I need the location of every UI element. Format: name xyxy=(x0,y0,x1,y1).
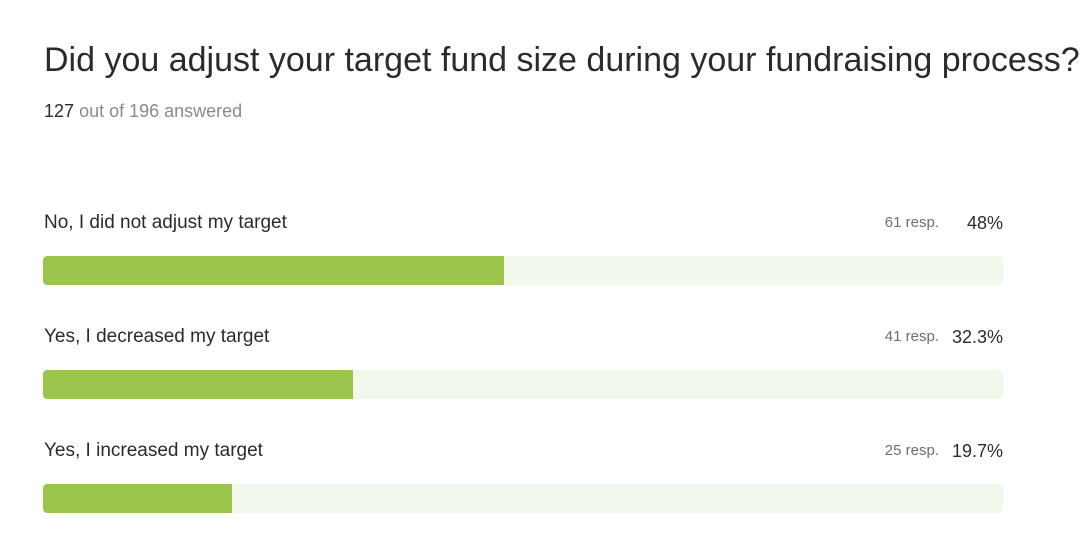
bar-track xyxy=(43,370,1003,399)
percentage-label: 48% xyxy=(966,213,1003,233)
result-row: Yes, I decreased my target 41 resp. 32.3… xyxy=(43,320,1003,434)
bar-fill xyxy=(43,256,504,285)
response-count: 61 resp. xyxy=(884,214,939,231)
answer-label: Yes, I decreased my target xyxy=(44,326,270,347)
answered-count: 127 out of 196 answered xyxy=(44,99,242,123)
bar-track xyxy=(43,484,1003,513)
response-count: 25 resp. xyxy=(884,442,939,459)
result-row: No, I did not adjust my target 61 resp. … xyxy=(43,206,1003,320)
percentage-label: 19.7% xyxy=(951,441,1003,461)
question-title: Did you adjust your target fund size dur… xyxy=(44,41,1080,79)
bar-fill xyxy=(43,484,233,513)
answered-suffix: out of 196 answered xyxy=(79,101,243,121)
answered-number: 127 xyxy=(44,101,75,121)
percentage-label: 32.3% xyxy=(951,327,1003,347)
answer-label: No, I did not adjust my target xyxy=(44,212,287,233)
results-chart: No, I did not adjust my target 61 resp. … xyxy=(43,206,1003,548)
answer-label: Yes, I increased my target xyxy=(44,440,263,461)
response-count: 41 resp. xyxy=(884,328,939,345)
bar-fill xyxy=(43,370,354,399)
bar-track xyxy=(43,256,1003,285)
result-row: Yes, I increased my target 25 resp. 19.7… xyxy=(43,434,1003,548)
